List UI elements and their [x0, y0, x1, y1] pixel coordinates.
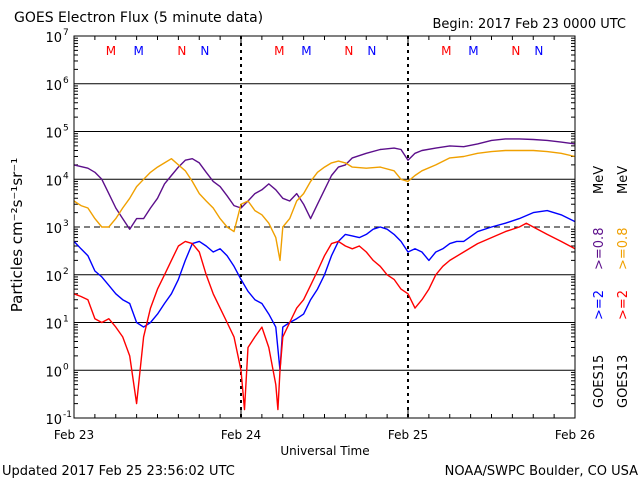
- event-marker: N: [344, 44, 353, 58]
- y-tick-exponent: 1: [63, 315, 69, 325]
- y-tick-label: 10: [45, 127, 62, 142]
- x-tick-label: Feb 26: [555, 428, 595, 442]
- chart-title: GOES Electron Flux (5 minute data): [14, 10, 263, 26]
- y-tick-label: 10: [45, 365, 62, 380]
- y-tick-label: 10: [45, 270, 62, 285]
- series-line: [73, 138, 576, 230]
- begin-label: Begin: 2017 Feb 23 0000 UTC: [432, 17, 626, 32]
- y-tick-label: 10: [45, 79, 62, 94]
- series-line: [73, 149, 576, 262]
- y-tick-exponent: -1: [63, 410, 72, 420]
- event-marker: N: [200, 44, 209, 58]
- event-marker: N: [177, 44, 186, 58]
- y-tick-label: 10: [45, 222, 62, 237]
- x-tick-label: Feb 24: [221, 428, 261, 442]
- series-line: [73, 222, 576, 411]
- updated-label: Updated 2017 Feb 25 23:56:02 UTC: [2, 464, 235, 479]
- y-tick-exponent: 5: [63, 124, 69, 134]
- event-marker: N: [367, 44, 376, 58]
- legend-entry: >=0.8: [592, 228, 607, 270]
- legend-satellite: GOES15: [592, 355, 607, 408]
- event-marker: M: [301, 44, 311, 58]
- y-tick-label: 10: [45, 31, 62, 46]
- legend-entry: >=2: [592, 290, 607, 320]
- legend-entry: >=2: [616, 290, 631, 320]
- grid-lines: [74, 35, 575, 419]
- y-tick-exponent: 4: [63, 171, 69, 181]
- event-marker: M: [134, 44, 144, 58]
- legend-entry: >=0.8: [616, 228, 631, 270]
- series-line: [73, 209, 576, 371]
- legend-unit: MeV: [592, 166, 607, 194]
- event-marker: M: [106, 44, 116, 58]
- y-axis-title: Particles cm⁻²s⁻¹sr⁻¹: [8, 158, 26, 312]
- x-tick-label: Feb 23: [54, 428, 94, 442]
- y-tick-label: 10: [45, 174, 62, 189]
- series-group: [73, 138, 576, 411]
- event-marker: N: [534, 44, 543, 58]
- event-marker: M: [441, 44, 451, 58]
- event-marker: N: [511, 44, 520, 58]
- event-marker: M: [468, 44, 478, 58]
- y-tick-label: 10: [45, 413, 62, 428]
- legend: GOES15 >=2 >=0.8 MeV GOES13 >=2 >=0.8 MeV: [592, 166, 631, 408]
- event-marker: M: [274, 44, 284, 58]
- y-tick-exponent: 7: [63, 28, 69, 38]
- credit-label: NOAA/SWPC Boulder, CO USA: [445, 464, 638, 479]
- y-tick-label: 10: [45, 318, 62, 333]
- y-tick-exponent: 3: [63, 219, 69, 229]
- x-tick-labels: Feb 23 Feb 24 Feb 25 Feb 26: [54, 428, 595, 442]
- y-tick-exponent: 0: [63, 362, 69, 372]
- legend-unit: MeV: [616, 166, 631, 194]
- plot-frame: [73, 35, 576, 419]
- y-tick-exponent: 6: [63, 76, 69, 86]
- x-axis-title: Universal Time: [280, 444, 369, 458]
- x-tick-label: Feb 25: [388, 428, 428, 442]
- legend-satellite: GOES13: [616, 355, 631, 408]
- y-tick-exponent: 2: [63, 267, 69, 277]
